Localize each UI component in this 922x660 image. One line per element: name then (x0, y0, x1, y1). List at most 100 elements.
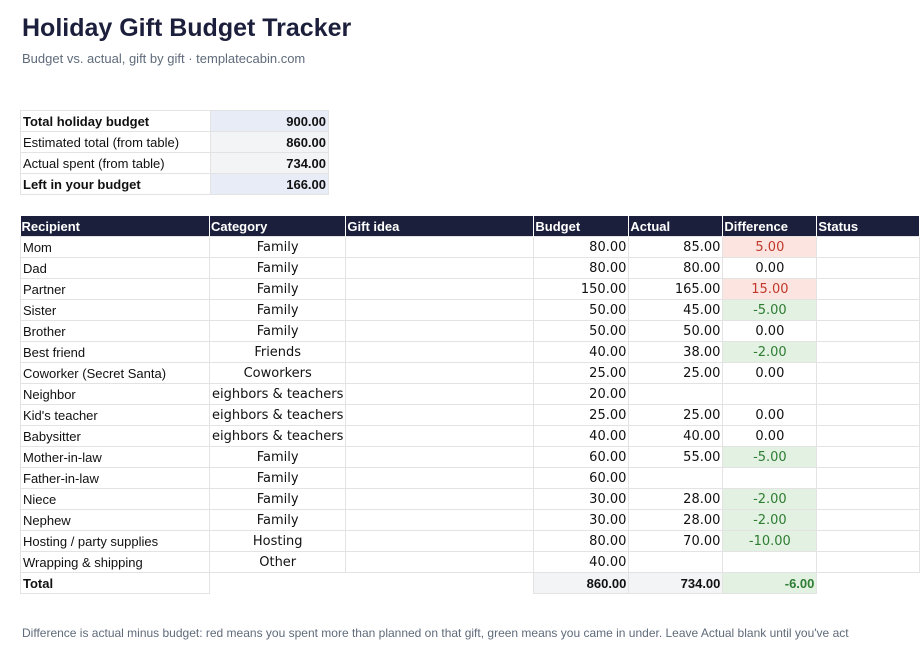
budget-cell[interactable]: 60.00 (533, 467, 630, 489)
recipient-cell[interactable]: Best friend (20, 341, 210, 363)
gift-idea-cell[interactable] (345, 320, 535, 342)
actual-cell[interactable]: 28.00 (628, 488, 724, 510)
budget-cell[interactable]: 50.00 (533, 299, 630, 321)
summary-value[interactable]: 166.00 (210, 173, 329, 195)
recipient-cell[interactable]: Mother-in-law (20, 446, 210, 468)
recipient-cell[interactable]: Kid's teacher (20, 404, 210, 426)
gift-idea-cell[interactable] (345, 467, 535, 489)
recipient-cell[interactable]: Hosting / party supplies (20, 530, 210, 552)
budget-cell[interactable]: 40.00 (533, 551, 630, 573)
category-cell[interactable]: Family (208, 299, 347, 321)
budget-cell[interactable]: 40.00 (533, 425, 630, 447)
recipient-cell[interactable]: Dad (20, 257, 210, 279)
gift-idea-cell[interactable] (345, 530, 535, 552)
gift-idea-cell[interactable] (345, 425, 535, 447)
gift-idea-cell[interactable] (345, 362, 535, 384)
category-cell[interactable]: Other (208, 551, 347, 573)
category-cell[interactable]: Hosting (208, 530, 347, 552)
budget-cell[interactable]: 80.00 (533, 530, 630, 552)
summary-value[interactable]: 734.00 (210, 152, 329, 174)
actual-cell[interactable]: 40.00 (628, 425, 724, 447)
category-cell[interactable]: Family (208, 236, 347, 258)
recipient-cell[interactable]: Father-in-law (20, 467, 210, 489)
budget-cell[interactable]: 80.00 (533, 257, 630, 279)
status-cell[interactable] (816, 341, 921, 363)
category-cell[interactable]: eighbors & teachers (208, 383, 347, 405)
status-cell[interactable] (816, 383, 921, 405)
recipient-cell[interactable]: Wrapping & shipping (20, 551, 210, 573)
actual-cell[interactable] (628, 467, 724, 489)
status-cell[interactable] (816, 362, 921, 384)
column-header-recipient[interactable]: Recipient (20, 216, 210, 237)
actual-cell[interactable] (628, 551, 724, 573)
category-cell[interactable]: Friends (208, 341, 347, 363)
status-cell[interactable] (816, 299, 921, 321)
status-cell[interactable] (816, 509, 921, 531)
category-cell[interactable]: Family (208, 446, 347, 468)
status-cell[interactable] (816, 467, 921, 489)
actual-cell[interactable]: 25.00 (628, 362, 724, 384)
gift-idea-cell[interactable] (345, 278, 535, 300)
gift-idea-cell[interactable] (345, 404, 535, 426)
actual-cell[interactable]: 45.00 (628, 299, 724, 321)
gift-idea-cell[interactable] (345, 446, 535, 468)
budget-cell[interactable]: 80.00 (533, 236, 630, 258)
status-cell[interactable] (816, 425, 921, 447)
column-header-status[interactable]: Status (816, 216, 921, 237)
budget-cell[interactable]: 25.00 (533, 404, 630, 426)
recipient-cell[interactable]: Sister (20, 299, 210, 321)
gift-idea-cell[interactable] (345, 509, 535, 531)
recipient-cell[interactable]: Coworker (Secret Santa) (20, 362, 210, 384)
status-cell[interactable] (816, 446, 921, 468)
actual-cell[interactable]: 25.00 (628, 404, 724, 426)
category-cell[interactable]: eighbors & teachers (208, 425, 347, 447)
category-cell[interactable]: Family (208, 509, 347, 531)
column-header-gift-idea[interactable]: Gift idea (345, 216, 535, 237)
column-header-difference[interactable]: Difference (722, 216, 818, 237)
category-cell[interactable]: Family (208, 467, 347, 489)
actual-cell[interactable]: 38.00 (628, 341, 724, 363)
column-header-category[interactable]: Category (209, 216, 347, 237)
recipient-cell[interactable]: Niece (20, 488, 210, 510)
gift-idea-cell[interactable] (345, 383, 535, 405)
budget-cell[interactable]: 150.00 (533, 278, 630, 300)
gift-idea-cell[interactable] (345, 257, 535, 279)
summary-value[interactable]: 860.00 (210, 131, 329, 153)
category-cell[interactable]: Family (208, 320, 347, 342)
actual-cell[interactable]: 165.00 (628, 278, 724, 300)
budget-cell[interactable]: 50.00 (533, 320, 630, 342)
actual-cell[interactable] (628, 383, 724, 405)
gift-idea-cell[interactable] (345, 236, 535, 258)
budget-cell[interactable]: 30.00 (533, 488, 630, 510)
summary-value[interactable]: 900.00 (210, 110, 329, 132)
status-cell[interactable] (816, 551, 921, 573)
status-cell[interactable] (816, 320, 921, 342)
category-cell[interactable]: eighbors & teachers (208, 404, 347, 426)
actual-cell[interactable]: 28.00 (628, 509, 724, 531)
recipient-cell[interactable]: Partner (20, 278, 210, 300)
category-cell[interactable]: Family (208, 257, 347, 279)
budget-cell[interactable]: 30.00 (533, 509, 630, 531)
actual-cell[interactable]: 85.00 (628, 236, 724, 258)
gift-idea-cell[interactable] (345, 488, 535, 510)
gift-idea-cell[interactable] (345, 551, 535, 573)
gift-idea-cell[interactable] (345, 341, 535, 363)
category-cell[interactable]: Family (208, 488, 347, 510)
column-header-budget[interactable]: Budget (533, 216, 630, 237)
category-cell[interactable]: Family (208, 278, 347, 300)
category-cell[interactable]: Coworkers (208, 362, 347, 384)
recipient-cell[interactable]: Babysitter (20, 425, 210, 447)
budget-cell[interactable]: 40.00 (533, 341, 630, 363)
status-cell[interactable] (816, 278, 921, 300)
status-cell[interactable] (816, 530, 921, 552)
actual-cell[interactable]: 70.00 (628, 530, 724, 552)
recipient-cell[interactable]: Mom (20, 236, 210, 258)
budget-cell[interactable]: 60.00 (533, 446, 630, 468)
budget-cell[interactable]: 25.00 (533, 362, 630, 384)
status-cell[interactable] (816, 488, 921, 510)
column-header-actual[interactable]: Actual (628, 216, 724, 237)
status-cell[interactable] (816, 236, 921, 258)
recipient-cell[interactable]: Nephew (20, 509, 210, 531)
status-cell[interactable] (816, 404, 921, 426)
actual-cell[interactable]: 80.00 (628, 257, 724, 279)
